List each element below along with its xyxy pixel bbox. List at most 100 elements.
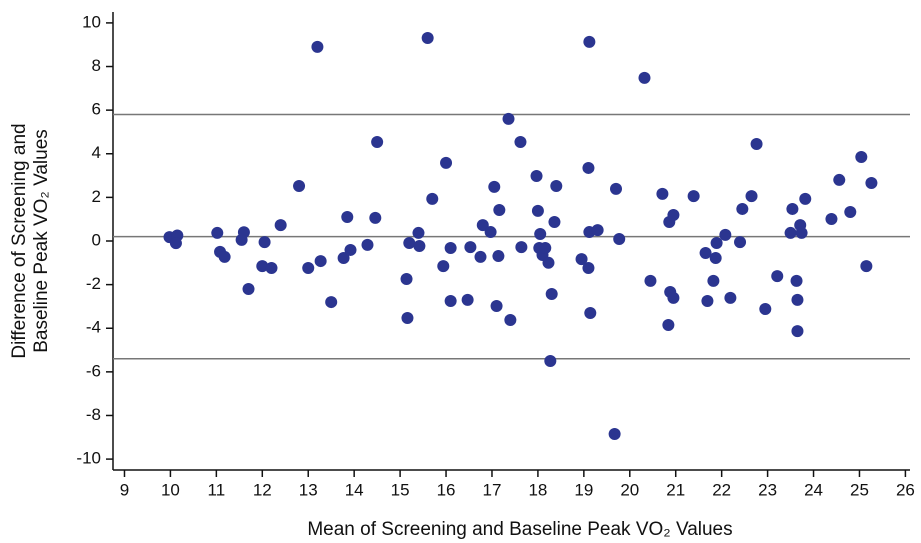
x-tick-label: 11 xyxy=(208,480,226,499)
point xyxy=(610,182,623,195)
point xyxy=(534,228,547,241)
point xyxy=(860,260,873,273)
point xyxy=(504,313,517,326)
point xyxy=(855,151,868,164)
y-tick-label: -4 xyxy=(86,318,101,337)
y-axis-title: Baseline Peak VO₂ Values xyxy=(31,129,52,353)
point xyxy=(258,236,271,249)
point xyxy=(784,226,797,239)
x-tick-label: 22 xyxy=(712,480,731,499)
point xyxy=(444,241,457,254)
point xyxy=(493,204,506,217)
point xyxy=(771,270,784,283)
point xyxy=(791,293,804,306)
point xyxy=(401,311,414,324)
point xyxy=(490,299,503,312)
point xyxy=(444,294,457,307)
x-tick-label: 18 xyxy=(528,480,547,499)
point xyxy=(750,137,763,150)
point xyxy=(502,112,515,125)
point xyxy=(662,318,675,331)
point xyxy=(437,260,450,273)
x-tick-label: 26 xyxy=(896,480,915,499)
point xyxy=(591,224,604,237)
point xyxy=(169,237,182,250)
y-tick-label: 4 xyxy=(92,143,101,162)
point xyxy=(844,205,857,218)
point xyxy=(369,211,382,224)
point xyxy=(656,187,669,200)
point xyxy=(302,262,315,275)
y-tick-label: -2 xyxy=(86,274,101,293)
point xyxy=(687,190,700,203)
x-tick-label: 24 xyxy=(804,480,823,499)
point xyxy=(344,243,357,256)
point xyxy=(412,226,425,239)
point xyxy=(403,236,416,249)
point xyxy=(235,233,248,246)
point xyxy=(759,303,772,316)
point xyxy=(701,294,714,307)
point xyxy=(325,296,338,309)
point xyxy=(613,233,626,246)
point xyxy=(474,250,487,263)
point xyxy=(667,209,680,222)
point xyxy=(515,241,528,254)
point xyxy=(584,306,597,319)
point xyxy=(734,236,747,249)
point xyxy=(786,202,799,215)
y-tick-label: 0 xyxy=(92,230,101,249)
x-tick-label: 19 xyxy=(574,480,593,499)
point xyxy=(311,40,324,53)
point xyxy=(337,252,350,265)
point xyxy=(582,161,595,174)
point xyxy=(426,192,439,205)
point xyxy=(799,192,812,205)
point xyxy=(476,219,489,232)
x-tick-label: 15 xyxy=(391,480,410,499)
x-tick-label: 16 xyxy=(437,480,456,499)
point xyxy=(413,240,426,253)
point xyxy=(791,325,804,338)
x-axis-title: Mean of Screening and Baseline Peak VO₂ … xyxy=(307,519,732,540)
point xyxy=(293,180,306,193)
point xyxy=(265,262,278,275)
point xyxy=(795,226,808,239)
x-tick-label: 25 xyxy=(850,480,869,499)
x-tick-label: 9 xyxy=(120,480,129,499)
point xyxy=(582,262,595,275)
point xyxy=(488,180,501,193)
point xyxy=(790,274,803,287)
point xyxy=(745,190,758,203)
x-tick-label: 21 xyxy=(666,480,685,499)
x-tick-label: 17 xyxy=(483,480,502,499)
point xyxy=(542,256,555,269)
y-tick-label: -10 xyxy=(76,449,101,468)
point xyxy=(544,354,557,367)
point xyxy=(341,211,354,224)
y-tick-label: 6 xyxy=(92,100,101,119)
point xyxy=(484,226,497,239)
point xyxy=(709,252,722,265)
point xyxy=(707,274,720,287)
point xyxy=(710,236,723,249)
point xyxy=(531,204,544,217)
x-tick-label: 13 xyxy=(299,480,318,499)
point xyxy=(492,250,505,263)
point xyxy=(583,35,596,48)
point xyxy=(218,250,231,263)
point xyxy=(211,226,224,239)
point xyxy=(461,293,474,306)
y-tick-label: 8 xyxy=(92,56,101,75)
point xyxy=(865,176,878,189)
point xyxy=(242,282,255,295)
y-tick-label: 2 xyxy=(92,187,101,206)
point xyxy=(608,428,621,441)
y-tick-label: -6 xyxy=(86,361,101,380)
x-tick-label: 10 xyxy=(161,480,180,499)
point xyxy=(833,173,846,186)
point xyxy=(440,156,453,169)
point xyxy=(575,253,588,266)
point xyxy=(361,238,374,251)
point xyxy=(464,241,477,254)
